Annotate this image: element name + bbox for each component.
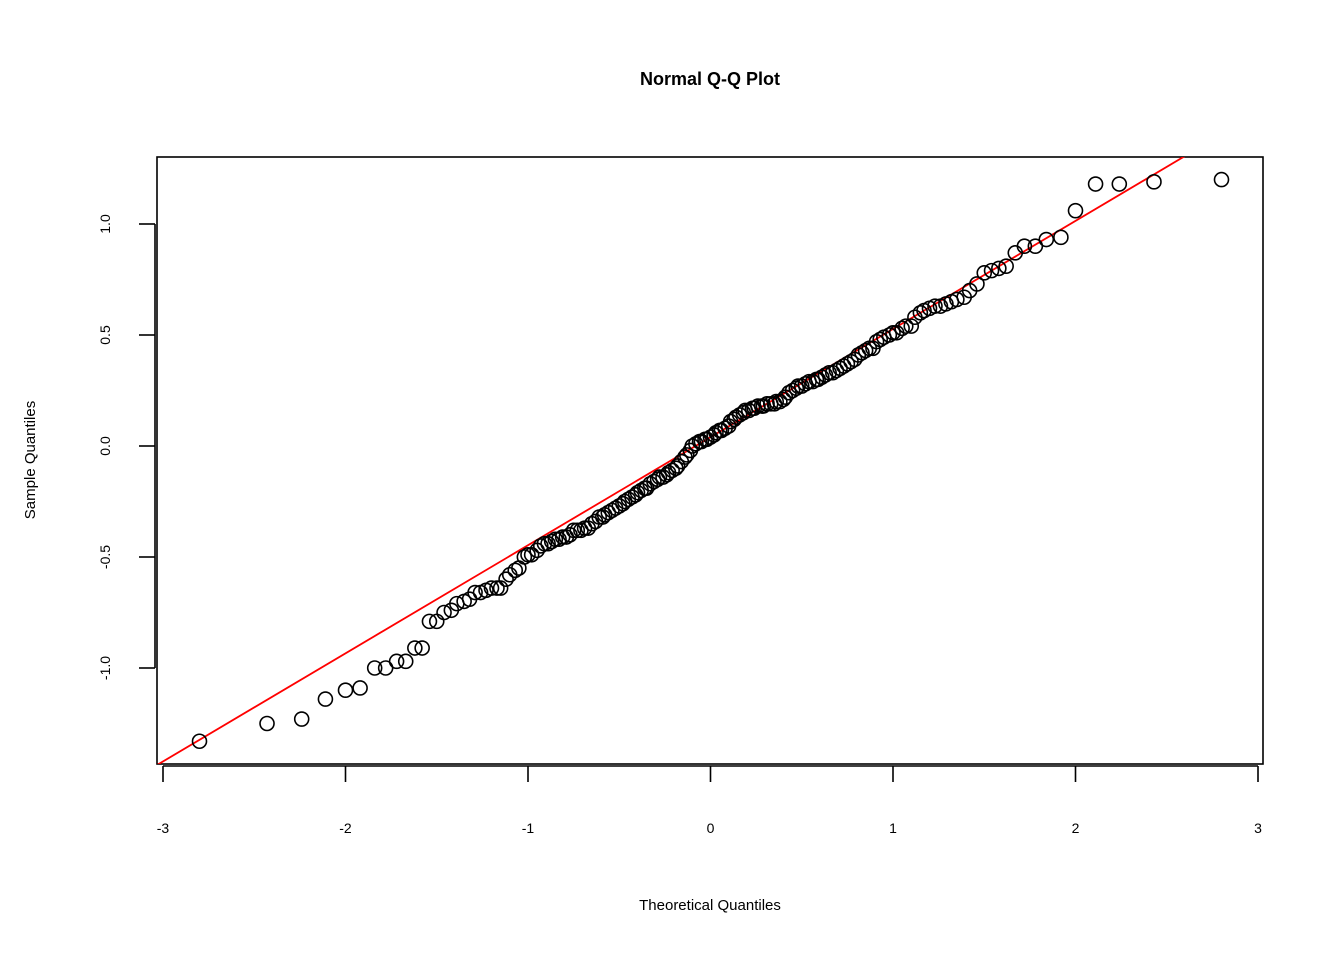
data-point [646,473,662,490]
y-tick-label: 0.0 [97,436,113,456]
data-point [523,546,540,563]
data-point [551,531,567,548]
data-point [407,640,423,656]
y-axis: -1.0 -0.5 0.0 0.5 1.0 [97,214,156,680]
data-point [436,604,452,621]
data-point [983,262,1000,279]
x-axis-label: Theoretical Quantiles [639,897,781,914]
data-point [516,549,533,565]
data-point [969,276,985,292]
data-point [731,407,748,423]
data-point [1087,176,1104,192]
x-tick-label: -2 [339,820,352,836]
data-point [772,393,788,410]
data-point [507,562,524,579]
data-point [949,291,965,308]
data-point [492,580,509,596]
points-group [191,171,1230,750]
data-point [885,324,901,341]
data-point [976,265,993,281]
plot-frame [156,156,1264,765]
data-point [536,535,553,552]
data-point [397,653,414,670]
data-point [817,367,834,383]
x-axis: -3 -2 -1 0 1 2 3 [157,765,1262,836]
data-point [520,546,536,563]
x-tick-label: 1 [889,820,897,836]
data-point [1067,202,1084,219]
y-tick-label: -0.5 [97,545,113,569]
data-point [352,680,368,696]
data-point [857,342,874,359]
data-point [903,318,920,334]
data-point [991,260,1007,277]
data-point [759,396,775,412]
data-point [337,682,354,699]
data-point [872,331,889,348]
data-point [790,378,806,394]
data-point [768,393,785,410]
data-point [569,522,586,539]
chart-title: Normal Q-Q Plot [640,69,780,89]
y-tick-label: -1.0 [97,656,113,680]
x-tick-label: -3 [157,820,170,836]
data-point [293,711,310,727]
data-point [881,327,898,343]
data-point [750,398,766,414]
data-point [547,531,564,548]
data-point [1213,171,1230,188]
data-point [1038,231,1055,248]
data-point [1111,176,1128,192]
data-point [421,613,438,630]
data-point [565,522,582,539]
x-tick-label: 3 [1254,820,1262,836]
y-axis-label: Sample Quantiles [22,401,39,519]
x-tick-label: -1 [522,820,535,836]
data-point [784,382,801,399]
data-point [543,533,560,550]
data-point [1053,229,1069,246]
data-point [498,571,514,588]
data-point [678,447,695,463]
data-point [388,653,405,670]
data-point [489,580,505,596]
data-point [894,320,910,337]
x-tick-label: 0 [707,820,715,836]
data-point [912,304,929,321]
data-point [532,538,549,554]
y-tick-label: 1.0 [97,214,113,234]
data-point [998,258,1014,274]
data-point [366,660,383,676]
data-point [1016,238,1033,254]
data-point [414,640,430,656]
x-tick-label: 2 [1072,820,1080,836]
data-point [664,462,680,479]
data-point [651,469,668,485]
data-point [317,691,334,707]
data-point [1146,174,1162,190]
data-point [191,733,208,750]
data-point [467,584,483,601]
data-point [821,364,837,381]
data-point [897,318,914,334]
data-point [927,298,943,314]
y-tick-label: 0.5 [97,325,113,345]
data-point [259,715,275,732]
data-point [483,580,500,596]
